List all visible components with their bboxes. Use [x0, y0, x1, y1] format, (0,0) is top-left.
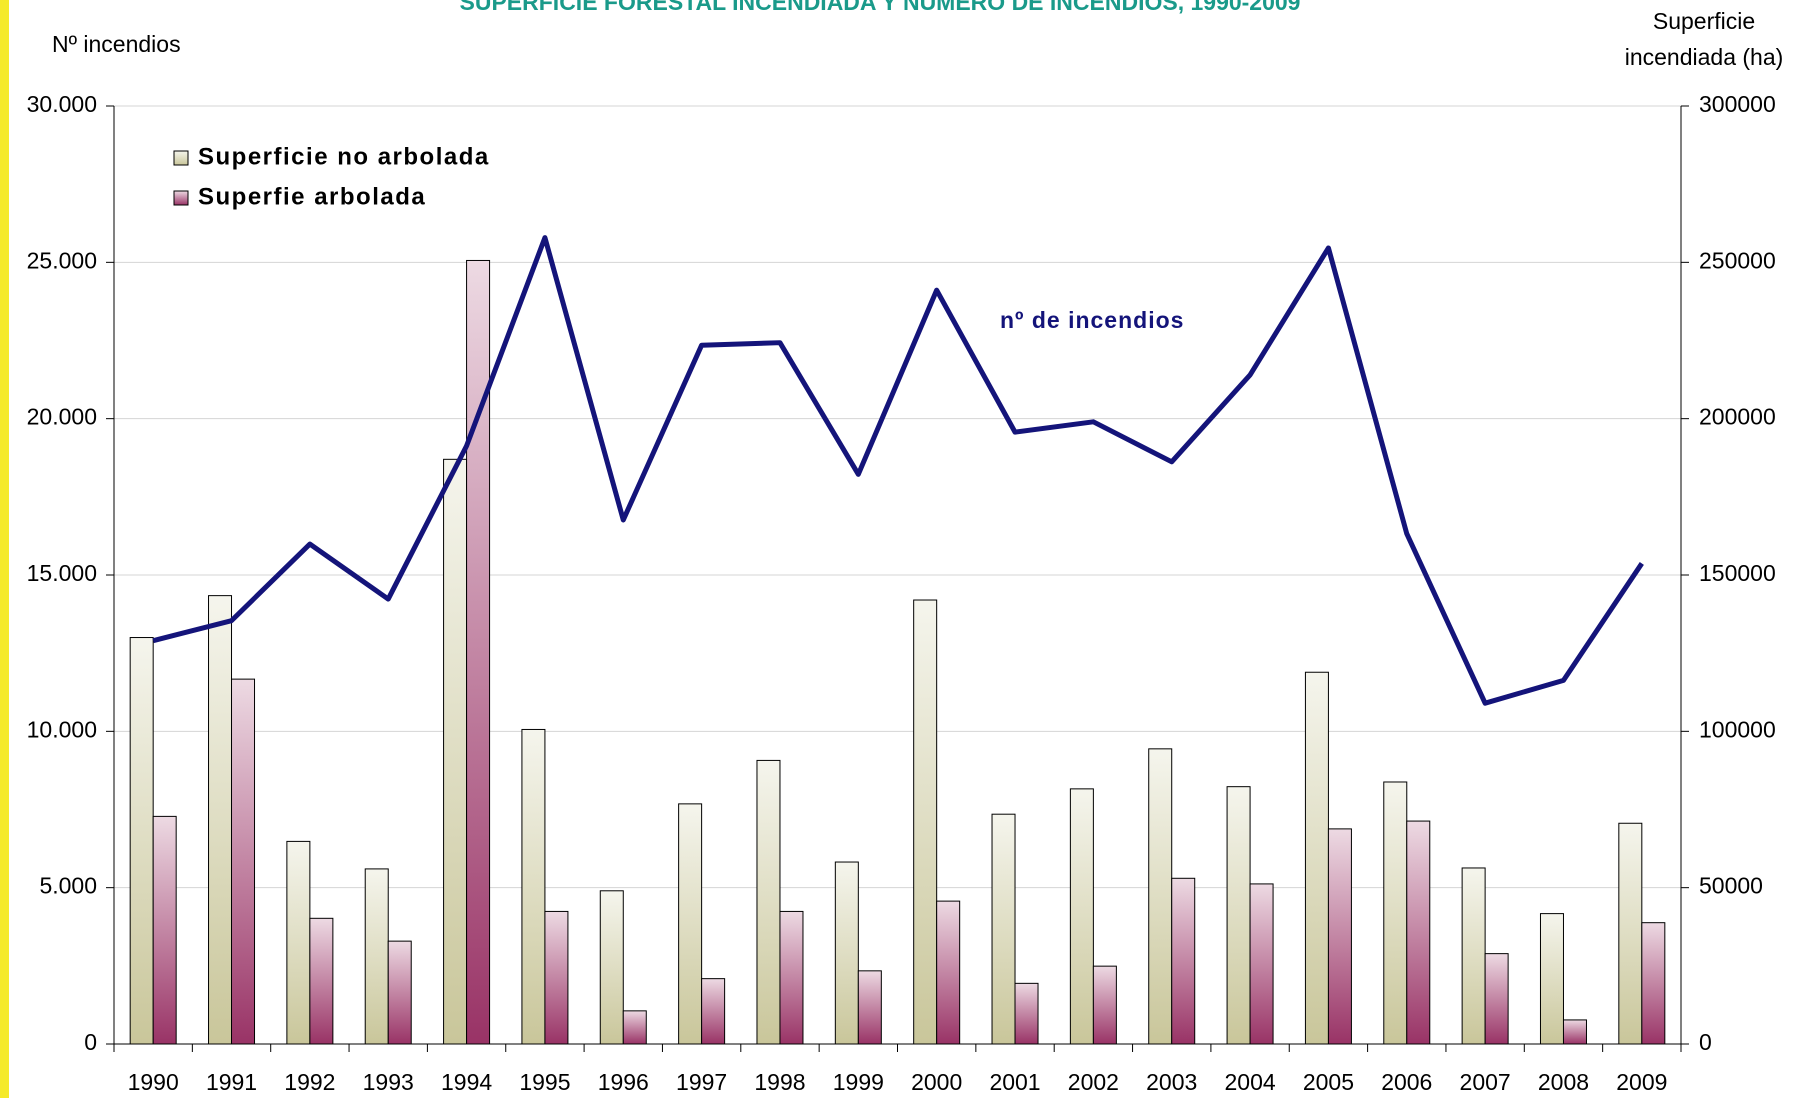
y2-tick-label: 50000 [1699, 873, 1763, 899]
y-tick-label: 20.000 [27, 404, 97, 430]
legend-label: Superficie no arbolada [198, 143, 490, 170]
bar [1562, 1019, 1587, 1045]
edge-strip [0, 0, 9, 1098]
bar [1484, 953, 1509, 1045]
bar [1249, 883, 1274, 1045]
y2-tick-label: 250000 [1699, 247, 1776, 273]
x-tick-label: 1995 [519, 1069, 570, 1095]
bar [779, 910, 804, 1045]
bar [678, 803, 703, 1045]
bar [309, 917, 334, 1045]
bar [1069, 788, 1094, 1045]
bar [443, 458, 468, 1045]
x-tick-label: 2006 [1381, 1069, 1432, 1095]
bar [1327, 828, 1352, 1045]
bar [1304, 671, 1329, 1045]
bar [1641, 922, 1666, 1045]
bar [364, 868, 389, 1045]
x-tick-label: 1991 [206, 1069, 257, 1095]
x-tick-label: 1996 [598, 1069, 649, 1095]
y2-tick-label: 150000 [1699, 560, 1776, 586]
x-tick-label: 2005 [1303, 1069, 1354, 1095]
x-tick-label: 1993 [363, 1069, 414, 1095]
y-tick-label: 10.000 [27, 716, 97, 742]
y2-axis-label: Superficie [1653, 8, 1755, 34]
bar [231, 678, 256, 1045]
y-tick-label: 0 [84, 1029, 97, 1055]
bar [599, 890, 624, 1045]
bar [521, 728, 546, 1045]
y-axis-label: Nº incendios [52, 31, 181, 57]
bar [991, 813, 1016, 1045]
y-tick-label: 25.000 [27, 247, 97, 273]
bar [1226, 786, 1251, 1045]
x-tick-label: 1990 [128, 1069, 179, 1095]
bar [1383, 781, 1408, 1045]
y-tick-label: 15.000 [27, 560, 97, 586]
bar [286, 840, 311, 1045]
x-tick-label: 2004 [1224, 1069, 1275, 1095]
x-tick-label: 2003 [1146, 1069, 1197, 1095]
bar [1618, 822, 1643, 1045]
x-tick-label: 1997 [676, 1069, 727, 1095]
legend-swatch [173, 190, 189, 206]
x-tick-label: 2008 [1538, 1069, 1589, 1095]
bar [544, 910, 569, 1045]
x-tick-label: 2000 [911, 1069, 962, 1095]
bar [1171, 877, 1196, 1045]
legend-label: Superfie arbolada [198, 183, 426, 210]
bar [834, 861, 859, 1045]
x-tick-label: 2007 [1460, 1069, 1511, 1095]
x-tick-label: 1999 [833, 1069, 884, 1095]
bar [936, 900, 961, 1045]
x-tick-label: 2009 [1616, 1069, 1667, 1095]
legend-swatch [173, 150, 189, 166]
x-tick-label: 1998 [754, 1069, 805, 1095]
y2-tick-label: 100000 [1699, 716, 1776, 742]
bar [387, 940, 412, 1045]
x-tick-label: 1992 [284, 1069, 335, 1095]
bar [622, 1010, 647, 1045]
x-tick-label: 1994 [441, 1069, 492, 1095]
bar [913, 599, 938, 1045]
bar [1461, 867, 1486, 1045]
y-tick-label: 5.000 [39, 873, 97, 899]
bar [756, 759, 781, 1045]
bar [701, 978, 726, 1045]
x-tick-label: 2002 [1068, 1069, 1119, 1095]
bar [1539, 913, 1564, 1045]
bar [208, 595, 233, 1045]
y2-tick-label: 300000 [1699, 91, 1776, 117]
bar [1014, 982, 1039, 1045]
bar [857, 970, 882, 1045]
y2-axis-label: incendiada (ha) [1625, 44, 1784, 70]
line [152, 235, 1644, 706]
chart-title: SUPERFICIE FORESTAL INCENDIADA Y NÚMERO … [460, 0, 1301, 15]
bar [466, 259, 491, 1045]
y2-tick-label: 0 [1699, 1029, 1712, 1055]
bar [129, 637, 154, 1045]
line-annotation: nº de incendios [1000, 307, 1184, 333]
bar [1148, 748, 1173, 1045]
bar [1406, 820, 1431, 1045]
bar [152, 815, 177, 1045]
bar [1092, 965, 1117, 1045]
y2-tick-label: 200000 [1699, 404, 1776, 430]
x-tick-label: 2001 [989, 1069, 1040, 1095]
y-tick-label: 30.000 [27, 91, 97, 117]
